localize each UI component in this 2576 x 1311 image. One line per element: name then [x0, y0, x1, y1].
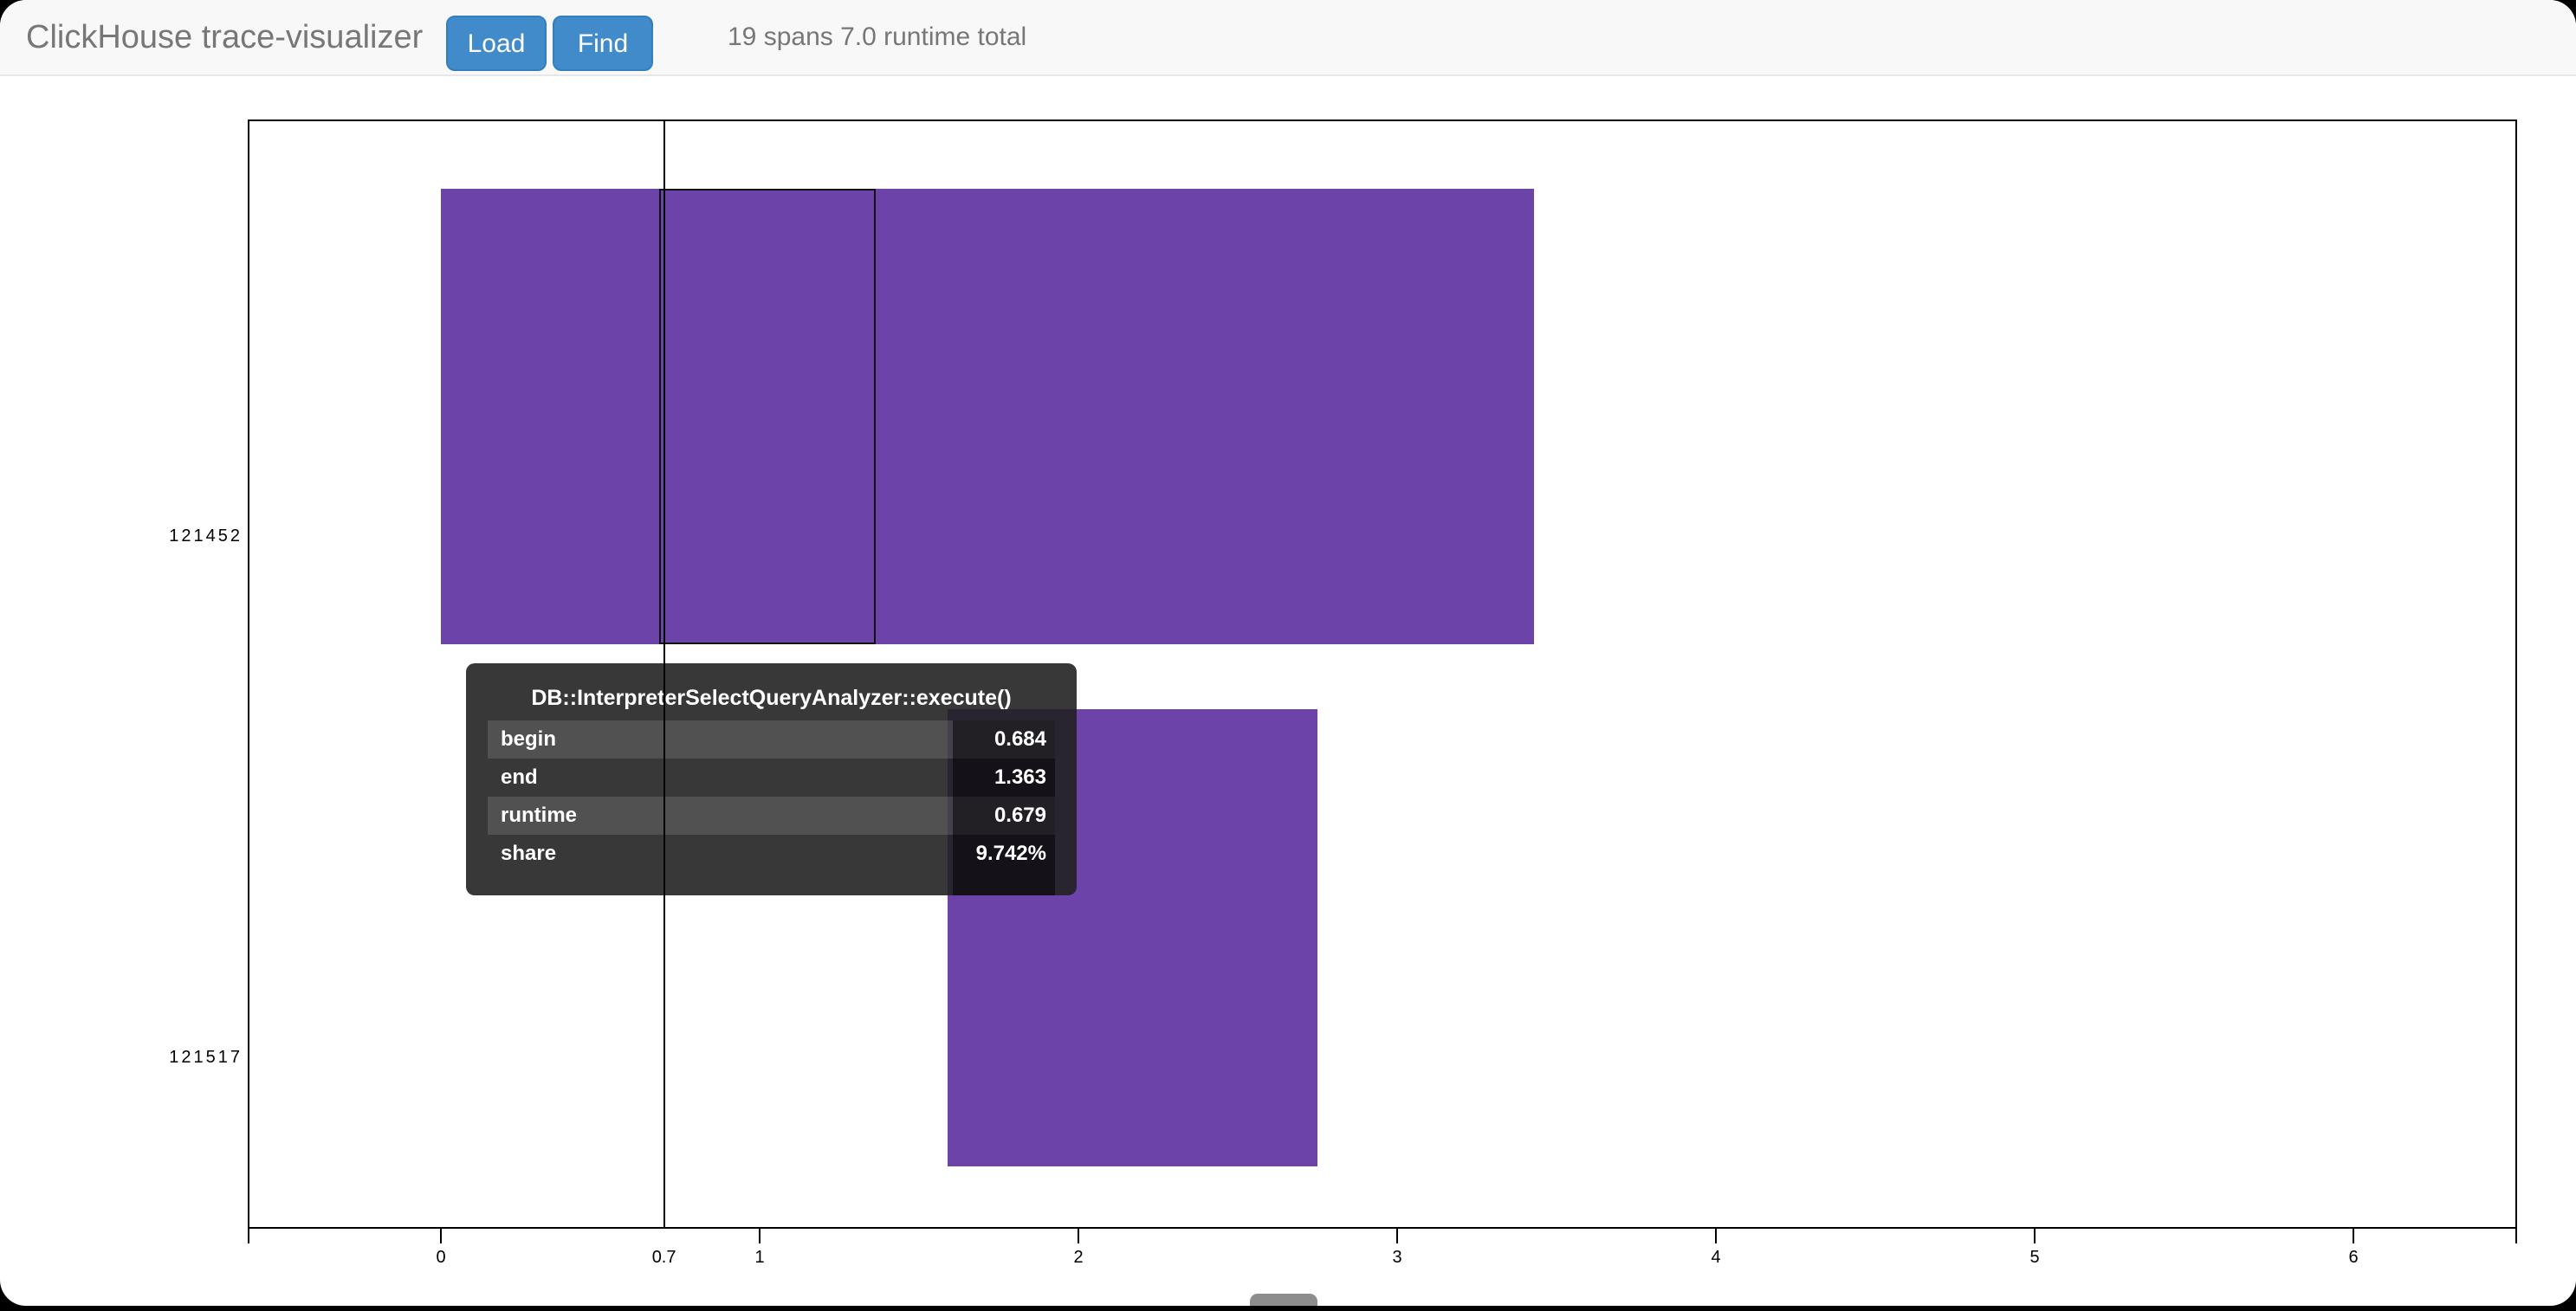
tooltip-row-label: begin: [501, 727, 556, 751]
horizontal-scrollbar-thumb[interactable]: [1250, 1294, 1317, 1306]
tooltip-row-value: 9.742%: [953, 835, 1055, 873]
tooltip-row-label: share: [501, 842, 557, 865]
tooltip-table: begin 0.684 end 1.363 runtime 0.679 share 9.742…: [488, 720, 1055, 895]
tooltip-spacer-value-column: [953, 873, 1055, 895]
load-button[interactable]: Load: [446, 16, 547, 71]
x-axis-outer-tick: [248, 1229, 249, 1243]
x-axis-tick: [759, 1229, 761, 1243]
x-axis-outer-tick: [2515, 1229, 2517, 1243]
tooltip-row: runtime 0.679: [488, 797, 1055, 835]
x-axis-tick-label: 5: [2029, 1248, 2040, 1267]
tooltip-row-value: 1.363: [953, 759, 1055, 797]
y-axis-thread-label: 121517: [169, 1048, 243, 1067]
x-axis-tick: [2353, 1229, 2354, 1243]
x-axis-tick: [440, 1229, 442, 1243]
x-axis-tick: [1396, 1229, 1398, 1243]
y-axis-thread-label: 121452: [169, 526, 243, 546]
tooltip-row-label: end: [501, 765, 538, 789]
header-bar: ClickHouse trace-visualizer Load Find 19…: [0, 0, 2576, 76]
x-axis-tick: [2034, 1229, 2036, 1243]
cursor-tick-label: 0.7: [651, 1248, 676, 1267]
hovered-span-outline[interactable]: [659, 189, 876, 644]
tooltip: DB::InterpreterSelectQueryAnalyzer::exec…: [466, 663, 1077, 895]
tooltip-row: end 1.363: [488, 759, 1055, 797]
tooltip-row-value: 0.684: [953, 720, 1055, 759]
tooltip-row-value: 0.679: [953, 797, 1055, 835]
tooltip-row: begin 0.684: [488, 720, 1055, 759]
x-axis-tick-label: 3: [1392, 1248, 1402, 1267]
tooltip-row: share 9.742%: [488, 835, 1055, 873]
cursor-line: [663, 121, 665, 1227]
tooltip-spacer-left: [488, 873, 953, 895]
trace-span-bar[interactable]: [441, 189, 1534, 644]
x-axis-tick-label: 4: [1711, 1248, 1721, 1267]
find-button[interactable]: Find: [553, 16, 653, 71]
tooltip-title: DB::InterpreterSelectQueryAnalyzer::exec…: [531, 686, 1012, 710]
x-axis-tick-label: 1: [754, 1248, 765, 1267]
app-title: ClickHouse trace-visualizer: [26, 19, 424, 55]
x-axis-tick: [1715, 1229, 1717, 1243]
x-axis-tick-label: 0: [436, 1248, 446, 1267]
x-axis-tick: [1078, 1229, 1079, 1243]
x-axis-tick-label: 2: [1073, 1248, 1084, 1267]
span-summary: 19 spans 7.0 runtime total: [728, 23, 1027, 51]
tooltip-bottom-spacer: [488, 873, 1055, 895]
tooltip-row-label: runtime: [501, 804, 578, 827]
x-axis-tick-label: 6: [2348, 1248, 2359, 1267]
